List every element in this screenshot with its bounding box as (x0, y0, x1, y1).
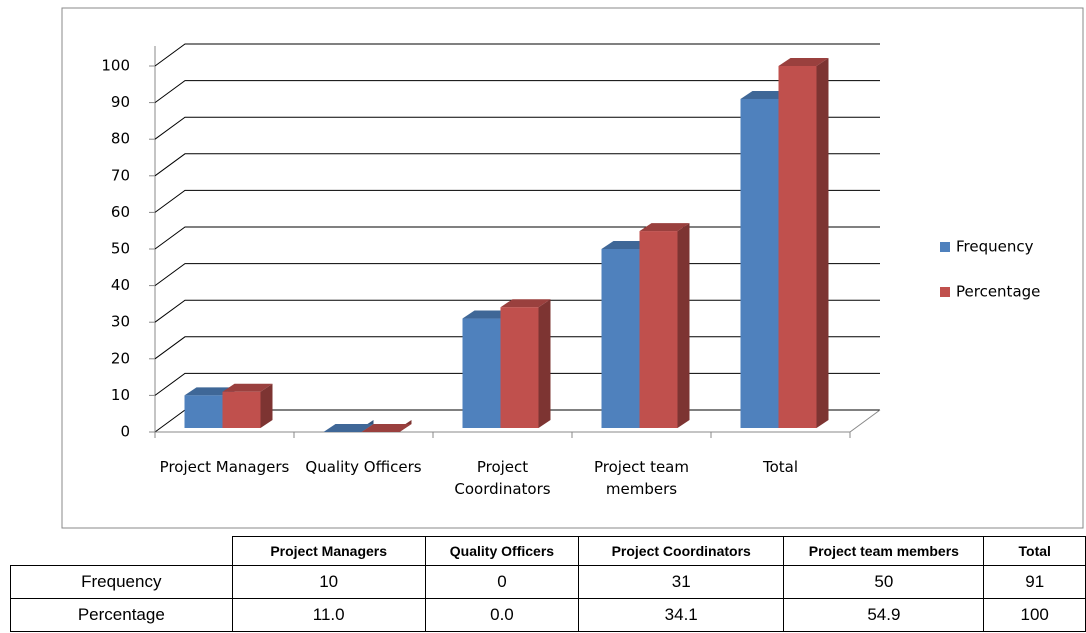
x-tick-label: Total (762, 458, 799, 476)
bar-top (184, 387, 235, 396)
table-corner (11, 537, 233, 566)
bar (500, 307, 539, 428)
table-cell: 0.0 (424, 598, 580, 632)
bar-top (778, 58, 829, 66)
table-cell: 100 (983, 598, 1086, 632)
grid-line (154, 189, 880, 213)
y-tick-label: 10 (111, 386, 130, 404)
table-row-label: Percentage (10, 598, 233, 632)
table-header-row: Project Managers Quality Officers Project … (11, 536, 1086, 566)
bar-top (323, 424, 374, 432)
grid-line (154, 43, 880, 67)
y-tick-label: 60 (111, 203, 130, 221)
table-row: Percentage 11.0 0.0 34.1 54.9 100 (10, 598, 1086, 632)
table-header: Quality Officers (424, 536, 580, 566)
bar-top (462, 310, 513, 319)
bar (184, 395, 223, 428)
legend-swatch (940, 287, 950, 297)
bar-top (740, 90, 791, 99)
bar-side (677, 223, 690, 428)
bar (740, 98, 779, 428)
y-tick-label: 70 (111, 166, 130, 184)
bar-top (222, 383, 273, 392)
table-cell: 34.1 (578, 598, 785, 632)
legend-swatch (940, 242, 950, 252)
y-tick-label: 20 (111, 349, 130, 367)
table-header: Project Coordinators (578, 536, 785, 566)
bar-top (361, 424, 412, 432)
grid-line (154, 80, 880, 104)
bar-side (816, 58, 829, 428)
x-tick-label: Project team members (593, 458, 689, 498)
table-header: Project team members (783, 536, 985, 566)
y-tick-label: 100 (101, 57, 130, 75)
grid-line (154, 116, 880, 140)
y-tick-label: 0 (120, 423, 130, 441)
table-cell: 50 (783, 565, 985, 599)
y-tick-label: 50 (111, 240, 130, 258)
legend-label: Percentage (956, 283, 1040, 301)
axis-line (849, 409, 881, 433)
table-cell: 91 (983, 565, 1086, 599)
bar-side (260, 383, 273, 428)
x-tick-label: Project Coordinators (454, 458, 551, 498)
bar-top (639, 223, 690, 232)
table-header: Total (983, 536, 1086, 566)
y-tick-label: 40 (111, 276, 130, 294)
bar-top (500, 299, 551, 308)
x-tick-label: Project Managers (159, 458, 290, 476)
table-header: Project Managers (231, 536, 426, 566)
legend-label: Frequency (956, 238, 1034, 256)
table-cell: 31 (578, 565, 785, 599)
y-tick-label: 30 (111, 313, 130, 331)
chart-frame (61, 7, 1084, 529)
table-cell: 11.0 (231, 598, 426, 632)
bar (601, 249, 640, 428)
bar (222, 391, 261, 428)
table-cell: 10 (231, 565, 426, 599)
table-row-label: Frequency (10, 565, 233, 599)
bar (778, 66, 817, 428)
chart: 0 10 20 30 40 50 60 70 80 90 100 Frequency Percentag… (61, 7, 1084, 529)
grid-line (154, 153, 880, 177)
bar-side (538, 299, 551, 428)
table-cell: 0 (424, 565, 580, 599)
bar (462, 318, 501, 428)
table-cell: 54.9 (783, 598, 985, 632)
y-tick-label: 90 (111, 93, 130, 111)
y-tick-label: 80 (111, 130, 130, 148)
bar (639, 231, 678, 428)
bar-top (601, 241, 652, 249)
table-row: Frequency 10 0 31 50 91 (10, 565, 1086, 599)
data-table: Project Managers Quality Officers Project … (10, 536, 1086, 632)
x-tick-label: Quality Officers (305, 458, 422, 476)
